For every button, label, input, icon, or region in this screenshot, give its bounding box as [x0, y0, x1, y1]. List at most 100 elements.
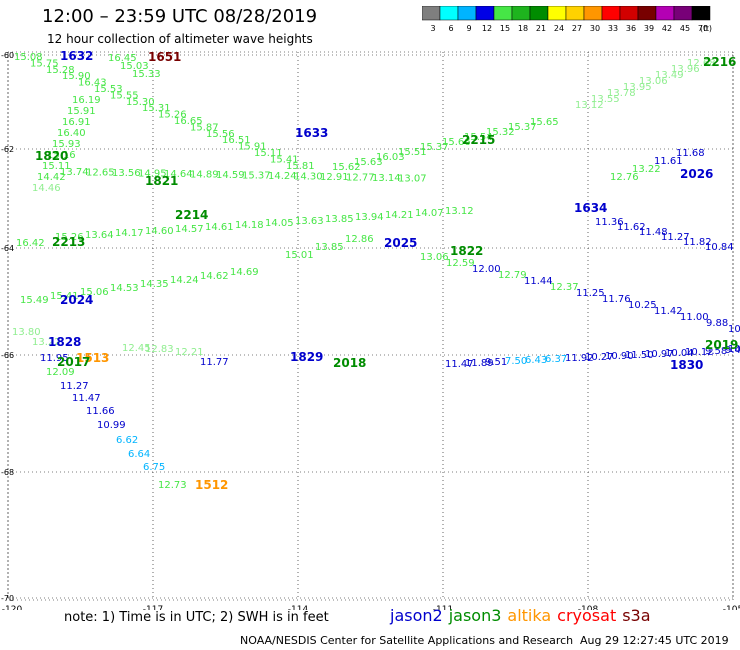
longitude-label: -120 — [2, 605, 23, 610]
colorbar-label: 18 — [518, 24, 528, 33]
latitude-label: -64 — [1, 244, 14, 253]
credit-organization: NOAA/NESDIS Center for Satellite Applica… — [240, 634, 574, 647]
credit-timestamp: Aug 29 12:27:45 UTC 2019 — [580, 634, 729, 647]
longitude-label: -117 — [143, 605, 163, 610]
colorbar-label: 27 — [572, 24, 582, 33]
swh-value: 14.95 — [138, 169, 167, 180]
colorbar-label: 24 — [554, 24, 564, 33]
page-subtitle: 12 hour collection of altimeter wave hei… — [47, 32, 313, 46]
swh-value: 6.75 — [143, 462, 165, 473]
swh-value: 13.63 — [295, 216, 324, 227]
map-grid — [7, 51, 734, 601]
satellite-track: 15.6215.6316.0315.5115.3715.6615.5415.32… — [295, 117, 559, 173]
swh-value: 14.35 — [140, 279, 169, 290]
colorbar-label: 3 — [430, 24, 435, 33]
swh-value: 16.19 — [72, 95, 101, 106]
swh-value: 12.68 — [687, 58, 716, 69]
swh-value: 14.59 — [216, 170, 245, 181]
swh-value: 11.47 — [72, 393, 101, 404]
satellite-track: 1830 — [670, 358, 703, 372]
swh-value: 10.90 — [605, 351, 634, 362]
swh-value: 16.91 — [62, 117, 91, 128]
colorbar-label: 30 — [590, 24, 600, 33]
swh-value: 11.82 — [683, 237, 712, 248]
swh-value: 12.77 — [346, 173, 375, 184]
colorbar-unit: (ft) — [700, 24, 712, 33]
swh-value: 14.07 — [415, 208, 444, 219]
swh-value: 11.42 — [654, 306, 683, 317]
colorbar-label: 70 — [698, 24, 708, 33]
swh-value: 14.24 — [170, 275, 199, 286]
swh-value: 15.93 — [52, 139, 81, 150]
satellite-track: 2017 — [57, 355, 90, 369]
swh-value: 13.95 — [623, 82, 652, 93]
pass-time-label: 1633 — [295, 126, 328, 140]
swh-value: 9.51 — [485, 357, 507, 368]
pass-time-label: 2024 — [60, 293, 93, 307]
colorbar-label: 12 — [482, 24, 492, 33]
swh-value: 10.84 — [705, 242, 734, 253]
pass-time-label: 1830 — [670, 358, 703, 372]
swh-value: 15.01 — [285, 250, 314, 261]
pass-time-label: 2026 — [680, 167, 713, 181]
satellite-track: 11.4711.899.517.506.436.3711.9210.2710.9… — [290, 344, 740, 370]
pass-time-label: 2019 — [705, 338, 738, 352]
swh-value: 13.96 — [671, 64, 700, 75]
swh-value: 12.65 — [86, 168, 115, 179]
swh-value: 9.48 — [725, 345, 740, 356]
swh-value: 11.89 — [465, 358, 494, 369]
swh-value: 13.78 — [607, 88, 636, 99]
swh-value: 11.36 — [595, 217, 624, 228]
swh-value: 11.48 — [639, 227, 668, 238]
swh-value: 13.12 — [445, 206, 474, 217]
latitude-label: -70 — [1, 594, 14, 603]
swh-value: 15.41 — [270, 154, 299, 165]
satellite-track: 15.26 13.64 14.17 14.60 14.57 14.61 14.18 14.05… — [55, 206, 474, 243]
satellite-legend-item: jason3 — [448, 606, 502, 625]
satellite-legend-item: cryosat — [557, 606, 617, 625]
swh-value: 13.94 — [355, 212, 384, 223]
swh-value: 15.62 — [332, 162, 361, 173]
swh-value: 12.00 — [472, 264, 501, 275]
swh-value: 10.04 — [665, 348, 694, 359]
swh-value: 10.25 — [628, 300, 657, 311]
satellite-legend-item: altika — [507, 606, 552, 625]
swh-value: 13.56 — [112, 168, 141, 179]
latitude-label: -66 — [1, 351, 14, 360]
pass-time-label: 2216 — [703, 55, 736, 69]
satellite-track: 1512 — [195, 478, 228, 492]
pass-time-label: 1829 — [290, 350, 323, 364]
swh-value: 10.81 — [728, 344, 740, 355]
swh-value: 13.06 — [420, 252, 449, 263]
swh-value: 12.45 — [122, 343, 151, 354]
swh-value: 12.21 — [175, 347, 204, 358]
swh-value: 13.80 — [12, 327, 41, 338]
swh-value: 11.27 — [60, 381, 89, 392]
pass-time-label: 2018 — [333, 356, 366, 370]
colorbar-label: 9 — [466, 24, 471, 33]
swh-value: 15.54 — [464, 132, 493, 143]
swh-value: 15.51 — [398, 147, 427, 158]
swh-value: 13.22 — [632, 164, 661, 175]
colorbar-label: 6 — [448, 24, 453, 33]
longitude-label: -105 — [723, 605, 740, 610]
pass-time-label: 2025 — [384, 236, 417, 250]
swh-value: 15.28 — [46, 65, 75, 76]
swh-value: 15.16 — [47, 150, 76, 161]
page-title: 12:00 – 23:59 UTC 08/28/2019 — [42, 6, 318, 27]
satellite-legend-item: jason2 — [390, 606, 443, 625]
swh-value: 15.66 — [442, 137, 471, 148]
swh-value: 12.83 — [145, 344, 174, 355]
swh-value: 14.61 — [205, 222, 234, 233]
swh-value: 15.32 — [486, 127, 515, 138]
colorbar-label: 15 — [500, 24, 510, 33]
swh-value: 11.68 — [676, 148, 705, 159]
swh-value: 12.73 — [158, 480, 187, 491]
colorbar-label: 45 — [680, 24, 690, 33]
pass-time-label: 2017 — [57, 355, 90, 369]
swh-value: 12.59 — [446, 258, 475, 269]
swh-value: 6.62 — [116, 435, 138, 446]
swh-value: 6.43 — [525, 355, 547, 366]
swh-value: 15.06 — [80, 287, 109, 298]
